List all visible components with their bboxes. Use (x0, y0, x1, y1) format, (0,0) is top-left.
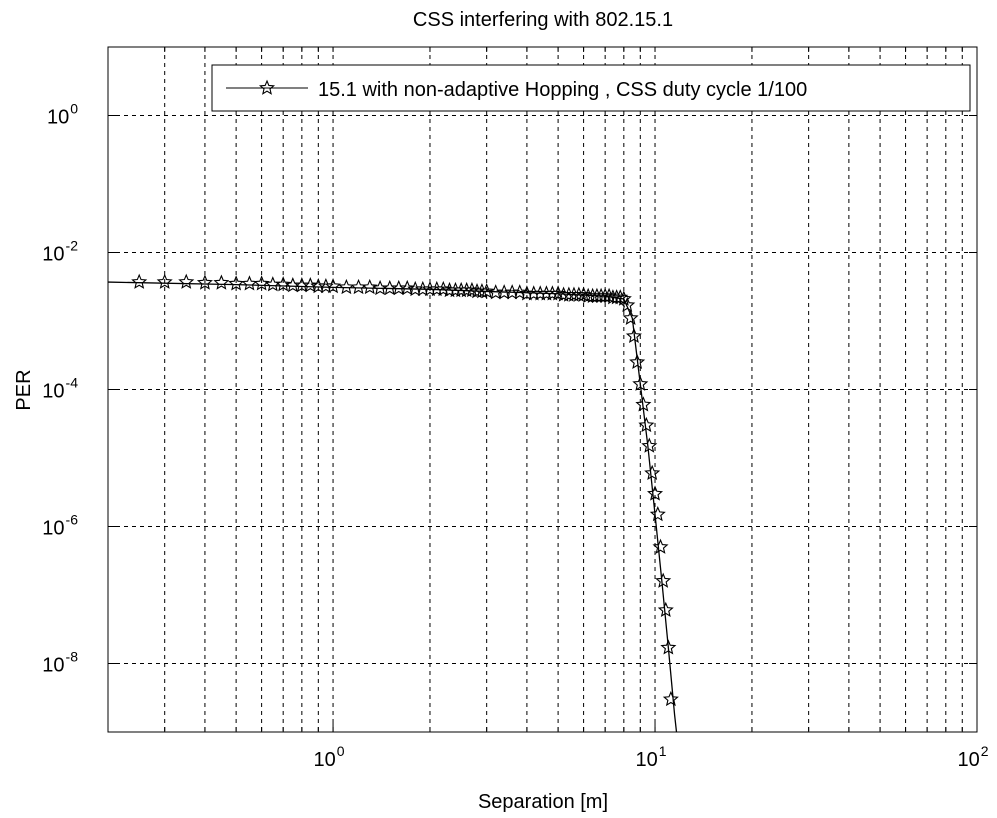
data-point-star (660, 639, 677, 655)
legend-series-label: 15.1 with non-adaptive Hopping , CSS dut… (318, 79, 807, 101)
data-point-star (625, 327, 642, 344)
data-point-star (544, 285, 561, 301)
data-point-star (662, 690, 679, 707)
data-point-star (463, 281, 480, 298)
legend-star-icon (258, 79, 276, 95)
data-point-star (253, 275, 270, 291)
data-point-star (652, 538, 669, 554)
legend-marker-star (258, 79, 276, 95)
legend: 15.1 with non-adaptive Hopping , CSS dut… (211, 64, 971, 112)
data-point-star (458, 281, 475, 298)
data-point-star (570, 286, 587, 302)
data-point-star (302, 277, 319, 293)
y-tick-label: 10-8 (42, 649, 78, 677)
data-point-star (511, 284, 528, 300)
y-tick-label: 10-6 (42, 512, 78, 540)
data-point-star (632, 375, 649, 391)
data-point-star (325, 277, 342, 294)
data-point-star (473, 283, 490, 299)
x-tick-label: 100 (314, 743, 345, 771)
data-point-star (228, 275, 245, 291)
data-point-star (629, 353, 646, 370)
data-point-star (649, 506, 666, 522)
data-point-star (575, 286, 592, 302)
data-point-star (647, 485, 664, 501)
data-point-star (657, 601, 674, 618)
x-tick-label: 102 (957, 743, 988, 771)
data-point-star (550, 285, 567, 301)
data-point-star (655, 572, 672, 588)
series-group (108, 273, 679, 732)
data-point-star (638, 416, 655, 433)
data-point-star (178, 273, 195, 289)
data-point-star (641, 437, 658, 453)
y-tick-label: 10-2 (42, 238, 78, 266)
data-point-star (156, 273, 173, 289)
chart-title: CSS interfering with 802.15.1 (413, 9, 673, 31)
data-point-star (622, 309, 639, 325)
data-point-star (478, 283, 495, 299)
data-point-star (131, 273, 148, 289)
data-point-star (619, 296, 636, 313)
data-point-star (213, 274, 230, 290)
data-point-star (196, 274, 213, 290)
data-point-star (361, 278, 378, 295)
x-axis-label: Separation [m] (478, 791, 608, 813)
data-point-star (615, 290, 632, 306)
data-point-star (635, 396, 652, 412)
legend-box (211, 64, 971, 112)
grid-lines (108, 47, 977, 732)
x-tick-label: 101 (636, 743, 667, 771)
y-tick-label: 100 (47, 101, 78, 129)
data-point-star (644, 464, 661, 481)
data-point-star (399, 279, 416, 296)
data-point-star (275, 276, 292, 292)
y-tick-label: 10-4 (42, 375, 78, 403)
y-axis-label: PER (13, 369, 35, 410)
